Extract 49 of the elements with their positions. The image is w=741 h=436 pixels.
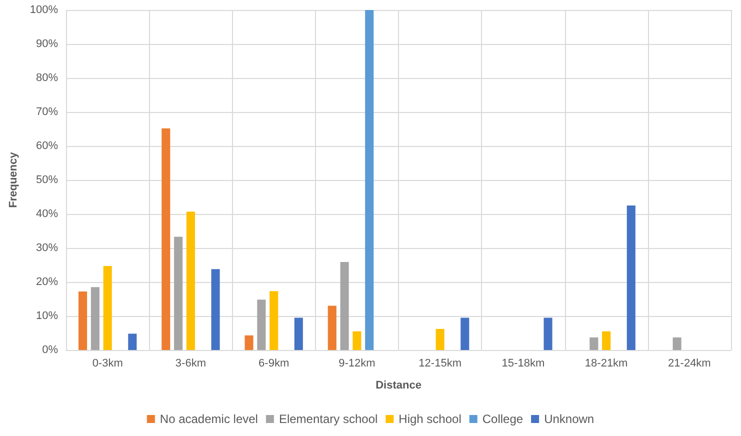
bar — [294, 318, 303, 350]
y-tick-label: 0% — [42, 344, 58, 356]
bar — [128, 334, 137, 350]
x-tick-label: 12-15km — [418, 358, 462, 370]
y-tick-label: 70% — [36, 106, 58, 118]
bar — [544, 318, 552, 350]
y-tick-label: 90% — [36, 38, 58, 50]
x-tick-label: 0-3km — [92, 358, 123, 370]
bar — [352, 331, 362, 350]
bar — [672, 337, 682, 350]
x-tick-label: 6-9km — [258, 358, 290, 370]
bar — [78, 292, 88, 350]
bar — [460, 318, 470, 350]
bar — [436, 328, 444, 350]
y-tick-label: 100% — [30, 4, 58, 16]
bar — [186, 212, 195, 350]
bar — [257, 300, 266, 350]
legend-label: Unknown — [544, 412, 594, 426]
x-tick-label: 3-6km — [175, 358, 206, 370]
bar — [244, 335, 254, 350]
y-tick-label: 50% — [36, 174, 58, 186]
legend-label: No academic level — [160, 412, 258, 426]
bar — [590, 337, 598, 350]
bar — [626, 206, 636, 350]
legend-label: College — [482, 412, 524, 426]
x-tick-label: 9-12km — [338, 358, 376, 370]
bar — [103, 266, 112, 350]
bar — [365, 10, 374, 350]
legend-label: High school — [398, 412, 462, 426]
x-axis-title: Distance — [376, 380, 422, 392]
legend-label: Elementary school — [278, 412, 378, 426]
bar — [270, 291, 278, 350]
y-tick-label: 80% — [36, 72, 58, 84]
y-axis-title: Frequency — [8, 151, 20, 208]
bar — [328, 306, 336, 350]
y-tick-label: 10% — [36, 310, 58, 322]
x-tick-label: 15-18km — [502, 358, 545, 370]
bar — [340, 262, 349, 350]
y-tick-label: 60% — [36, 140, 58, 152]
y-tick-label: 20% — [36, 276, 58, 288]
y-tick-label: 30% — [36, 242, 58, 254]
x-tick-label: 18-21km — [584, 358, 628, 370]
bar — [162, 128, 170, 350]
x-tick-label: 21-24km — [668, 358, 711, 370]
y-tick-label: 40% — [36, 208, 58, 220]
bar — [211, 269, 220, 350]
bar — [90, 287, 100, 350]
bar — [602, 331, 611, 350]
bar — [174, 236, 183, 350]
